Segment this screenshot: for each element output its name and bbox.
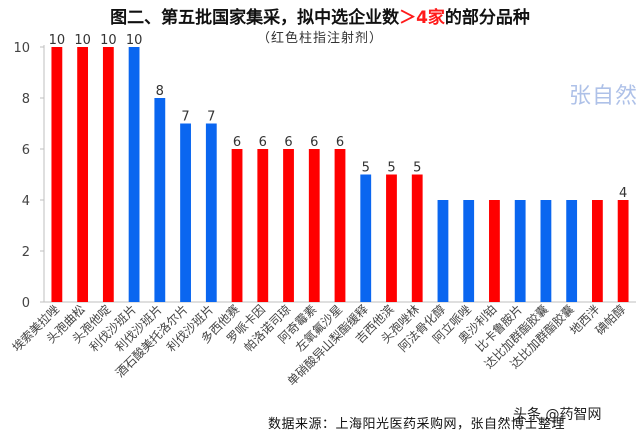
data-label: 6 bbox=[310, 135, 318, 150]
bar bbox=[205, 123, 217, 302]
bar bbox=[514, 200, 526, 302]
data-label: 5 bbox=[413, 161, 421, 176]
data-label: 8 bbox=[156, 84, 164, 99]
bar bbox=[128, 47, 140, 302]
title-highlight: ＞4家 bbox=[399, 8, 445, 28]
data-label: 4 bbox=[619, 186, 627, 201]
bar bbox=[360, 174, 372, 302]
bar bbox=[566, 200, 578, 302]
watermark-text: 张自然 bbox=[569, 84, 639, 109]
data-label: 6 bbox=[284, 135, 292, 150]
data-label: 6 bbox=[259, 135, 267, 150]
chart-title: 图二、第五批国家集采，拟中选企业数＞4家的部分品种 bbox=[110, 8, 530, 28]
bar bbox=[617, 200, 629, 302]
bar bbox=[102, 47, 114, 302]
bar bbox=[411, 174, 423, 302]
data-source-note: 数据来源：上海阳光医药采购网，张自然博士整理 bbox=[268, 417, 566, 432]
data-label: 7 bbox=[181, 110, 189, 125]
bar bbox=[231, 149, 243, 302]
bar bbox=[591, 200, 603, 302]
bar bbox=[51, 47, 63, 302]
category-label: 碘帕醇 bbox=[592, 302, 628, 338]
y-tick-label: 10 bbox=[13, 41, 30, 56]
data-label: 6 bbox=[336, 135, 344, 150]
data-label: 5 bbox=[362, 161, 370, 176]
bar bbox=[257, 149, 269, 302]
data-label: 5 bbox=[387, 161, 395, 176]
bar bbox=[154, 98, 166, 302]
bar bbox=[463, 200, 475, 302]
data-label: 10 bbox=[74, 33, 91, 48]
chart-subtitle: （红色柱指注射剂） bbox=[256, 31, 383, 46]
bar bbox=[77, 47, 89, 302]
bar bbox=[283, 149, 294, 302]
bar bbox=[334, 149, 346, 302]
bar bbox=[308, 149, 320, 302]
brand-watermark: 头条 @药智网 bbox=[513, 407, 602, 423]
bar bbox=[180, 123, 191, 302]
y-tick-label: 6 bbox=[22, 143, 30, 158]
y-tick-label: 0 bbox=[22, 296, 30, 311]
y-tick-label: 4 bbox=[22, 194, 30, 209]
y-tick-label: 8 bbox=[22, 92, 30, 107]
data-label: 10 bbox=[126, 33, 143, 48]
data-label: 10 bbox=[100, 33, 117, 48]
bar bbox=[437, 200, 449, 302]
data-label: 6 bbox=[233, 135, 241, 150]
bar bbox=[540, 200, 552, 302]
y-tick-label: 2 bbox=[22, 245, 30, 260]
data-label: 10 bbox=[49, 33, 66, 48]
bar bbox=[489, 200, 500, 302]
bar bbox=[386, 174, 397, 302]
data-label: 7 bbox=[207, 110, 215, 125]
